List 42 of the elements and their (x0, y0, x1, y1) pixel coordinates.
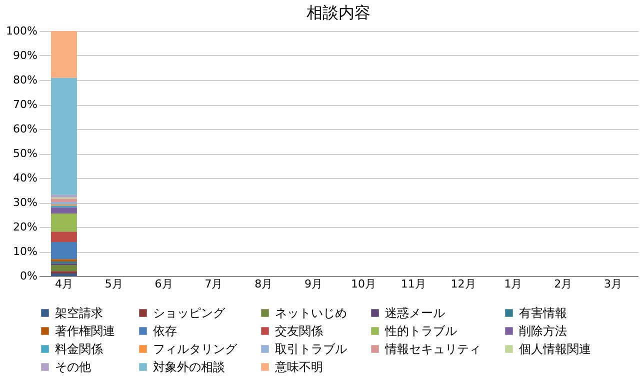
y-tick-label: 60% (13, 122, 38, 136)
legend-label: 個人情報関連 (519, 342, 591, 356)
legend-label: 取引トラブル (275, 342, 347, 356)
y-tick-label: 70% (13, 98, 38, 111)
legend-label: ショッピング (153, 306, 226, 320)
x-tick-label: 7月 (204, 278, 223, 290)
legend-label: 迷惑メール (385, 306, 445, 320)
chart-title: 相談内容 (306, 3, 370, 22)
y-tick-label: 40% (13, 172, 38, 184)
legend-label: フィルタリング (153, 342, 238, 356)
legend-label: 架空請求 (55, 306, 103, 320)
legend-label: 情報セキュリティ (384, 342, 481, 356)
legend-label: 意味不明 (274, 360, 323, 374)
legend-label: 著作権関連 (55, 324, 115, 338)
legend-label: 依存 (153, 324, 177, 338)
x-tick-label: 8月 (254, 278, 273, 290)
legend-label: 性的トラブル (384, 324, 457, 338)
legend-label: 料金関係 (55, 342, 103, 356)
legend-label: 交友関係 (275, 324, 323, 338)
x-tick-label: 10月 (350, 278, 376, 290)
legend-label: ネットいじめ (275, 306, 347, 320)
x-tick-label: 5月 (104, 278, 123, 290)
legend-label: その他 (55, 360, 91, 374)
y-tick-label: 30% (13, 196, 38, 209)
legend-label: 削除方法 (519, 324, 567, 338)
y-tick-label: 100% (6, 24, 38, 38)
legend-label: 有害情報 (519, 306, 567, 320)
legend-label: 対象外の相談 (153, 360, 225, 374)
y-tick-label: 80% (13, 74, 38, 86)
y-tick-label: 0% (20, 270, 38, 282)
y-tick-label: 20% (13, 220, 38, 234)
y-tick-label: 90% (13, 49, 38, 62)
x-tick-label: 4月 (54, 278, 73, 290)
x-tick-label: 2月 (554, 278, 572, 290)
y-tick-label: 10% (13, 245, 38, 258)
x-tick-label: 1月 (504, 278, 522, 290)
x-tick-label: 9月 (304, 278, 323, 290)
x-tick-label: 6月 (154, 278, 173, 290)
x-tick-label: 3月 (604, 278, 622, 290)
y-tick-label: 50% (13, 147, 38, 160)
x-tick-label: 12月 (450, 278, 476, 290)
x-tick-label: 11月 (400, 278, 426, 290)
